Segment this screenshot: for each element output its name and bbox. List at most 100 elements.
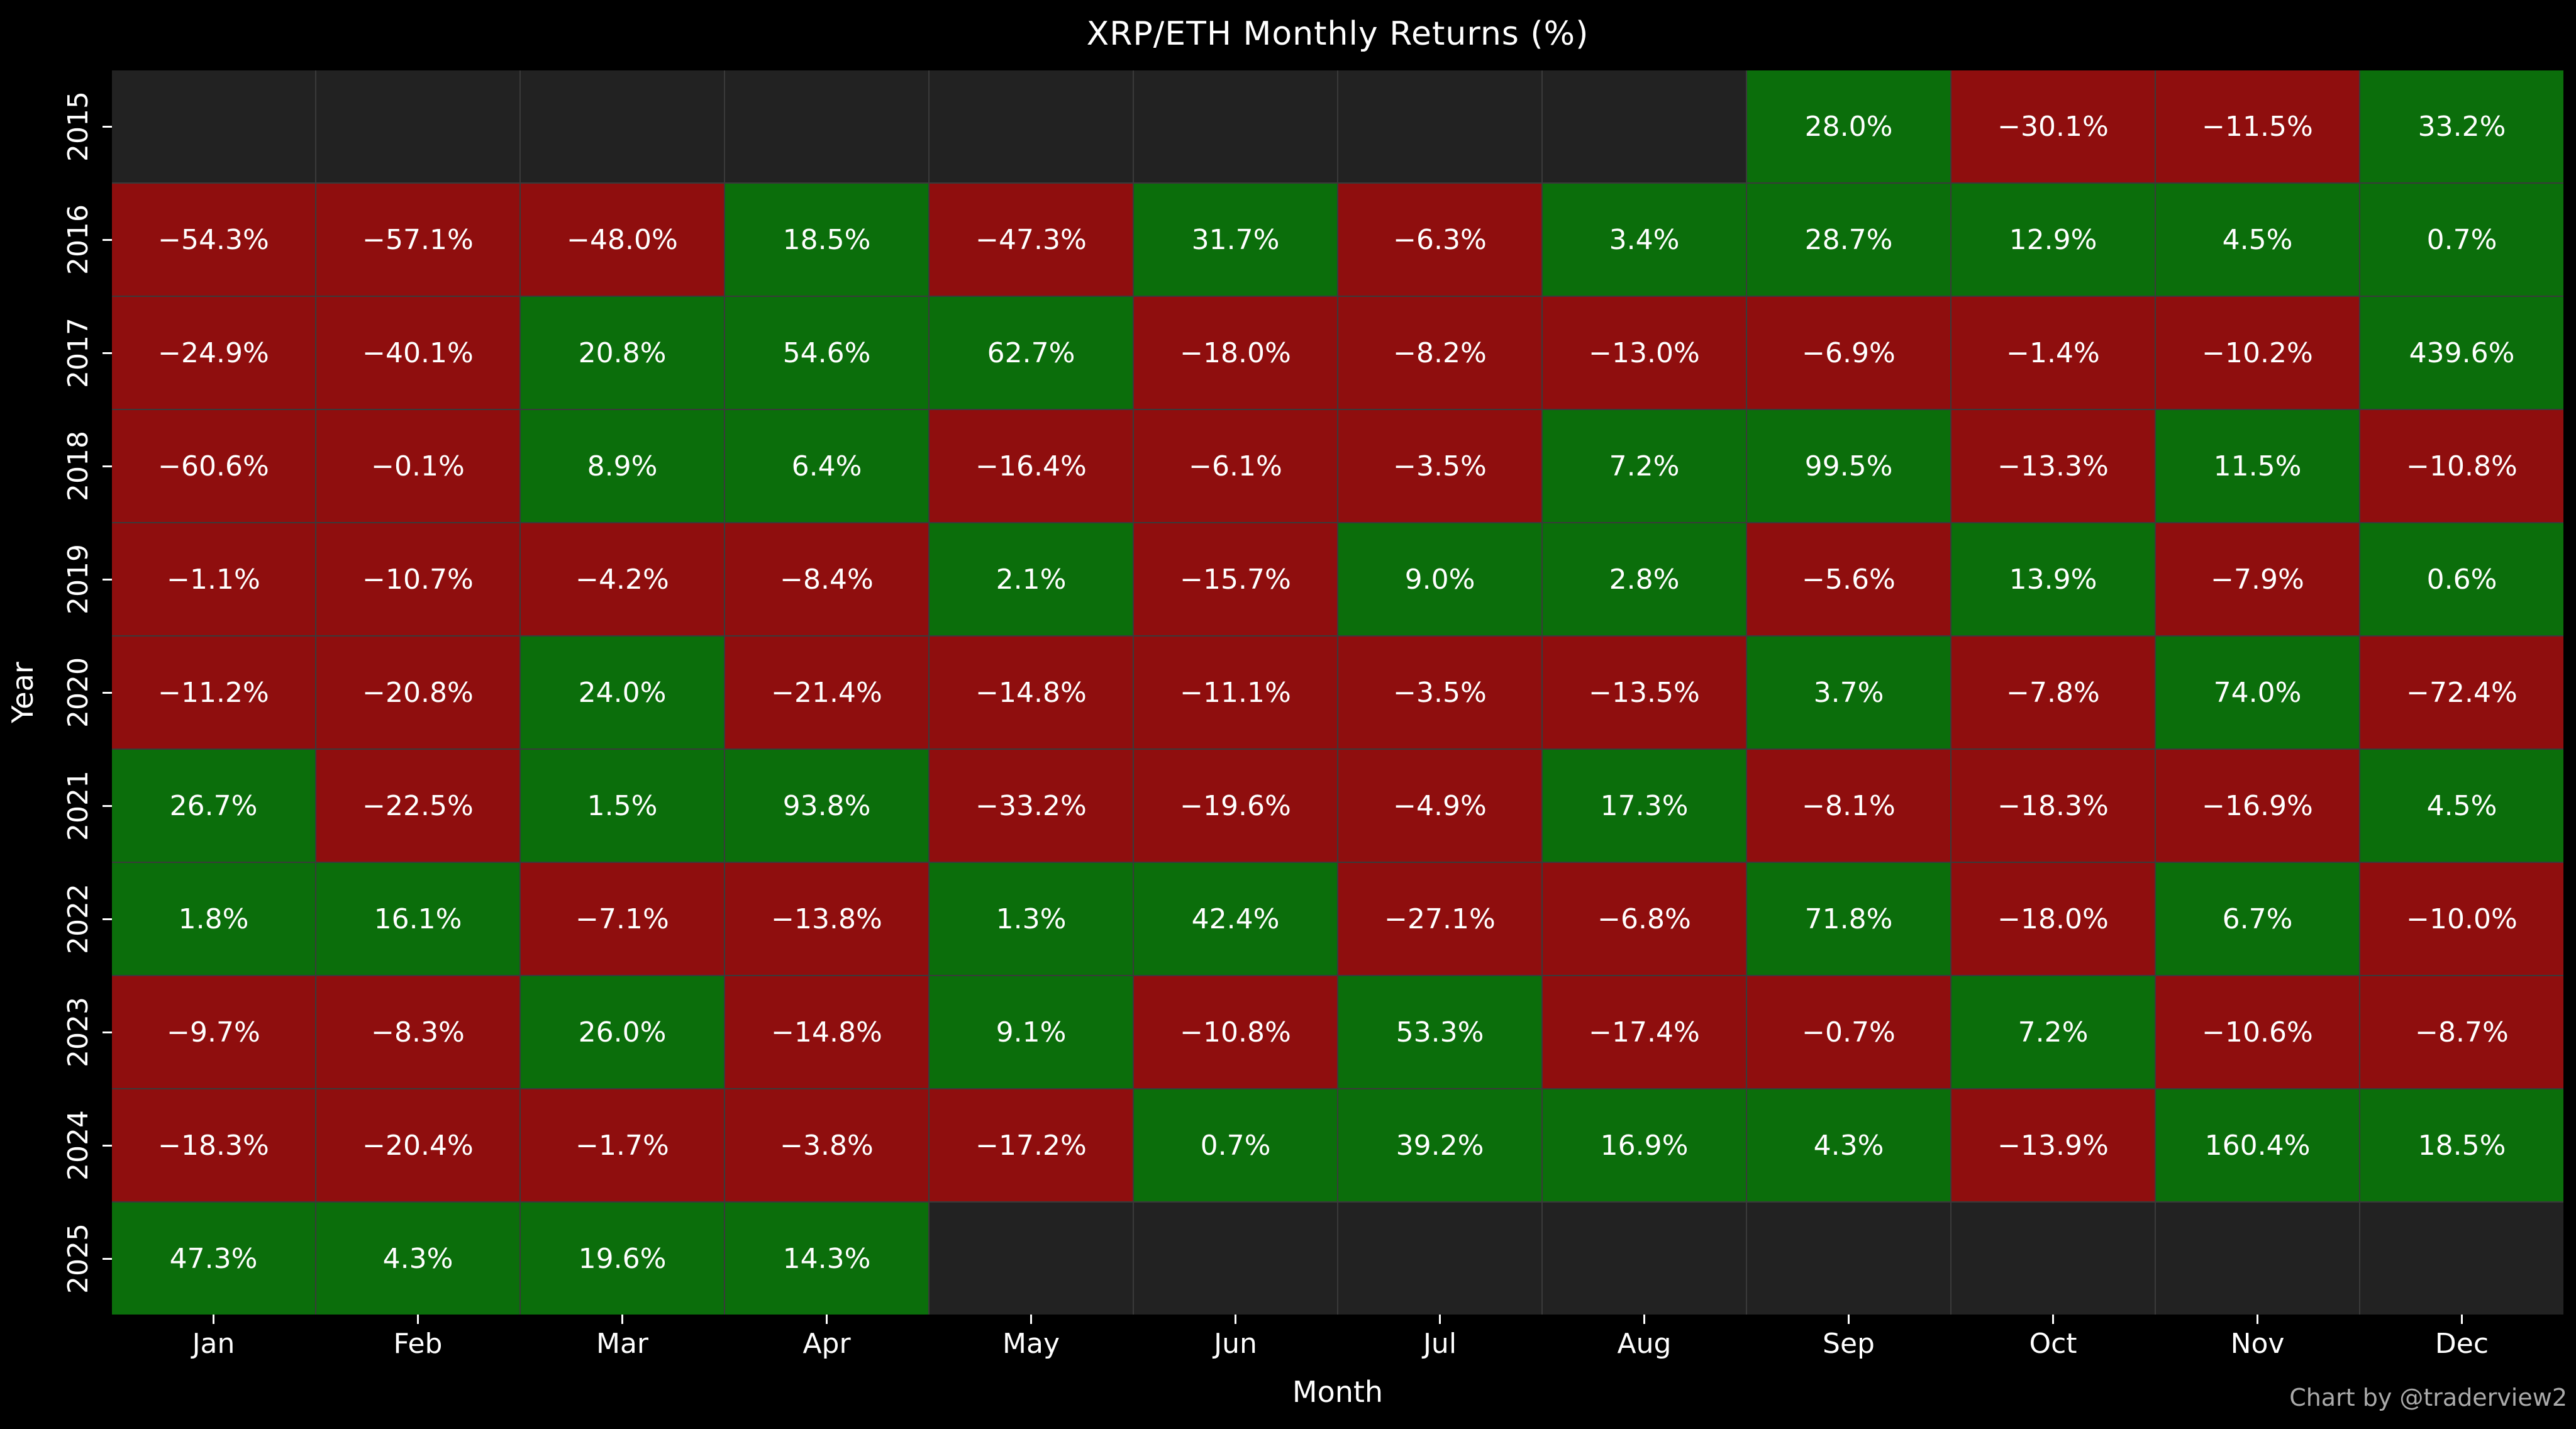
heatmap-cell: 1.8% xyxy=(112,863,315,975)
heatmap-cell: 3.4% xyxy=(1543,184,1746,296)
heatmap-cell xyxy=(725,70,928,182)
heatmap-cell xyxy=(2156,1203,2359,1315)
heatmap-cell: −48.0% xyxy=(521,184,724,296)
heatmap-cell: −72.4% xyxy=(2360,637,2563,748)
heatmap-cell xyxy=(1543,70,1746,182)
heatmap-cell: 0.7% xyxy=(2360,184,2563,296)
heatmap-cell: 24.0% xyxy=(521,637,724,748)
y-axis-tick xyxy=(103,804,112,807)
heatmap-cell: −18.0% xyxy=(1134,297,1337,409)
heatmap-cell: −10.0% xyxy=(2360,863,2563,975)
heatmap-cell: −13.8% xyxy=(725,863,928,975)
y-tick-label: 2021 xyxy=(62,770,94,841)
y-axis-tick xyxy=(103,1031,112,1033)
heatmap-cell: −10.7% xyxy=(316,523,519,635)
heatmap-cell: 39.2% xyxy=(1338,1089,1541,1201)
x-tick-label: Dec xyxy=(2434,1328,2489,1360)
heatmap-cell: −14.8% xyxy=(930,637,1133,748)
heatmap-cell: 6.7% xyxy=(2156,863,2359,975)
heatmap-cell: −33.2% xyxy=(930,750,1133,862)
x-axis-label: Month xyxy=(1292,1375,1384,1409)
heatmap-cell: −11.2% xyxy=(112,637,315,748)
heatmap-cell: 1.3% xyxy=(930,863,1133,975)
heatmap-cell xyxy=(1338,1203,1541,1315)
heatmap-cell: −8.3% xyxy=(316,976,519,1088)
x-tick-label: Jul xyxy=(1423,1328,1457,1360)
x-tick-label: May xyxy=(1002,1328,1060,1360)
heatmap-cell xyxy=(1951,1203,2155,1315)
heatmap-cell: 33.2% xyxy=(2360,70,2563,182)
heatmap-cell: 13.9% xyxy=(1951,523,2155,635)
y-tick-label: 2016 xyxy=(62,204,94,275)
heatmap-cell: −15.7% xyxy=(1134,523,1337,635)
heatmap-cell: −0.1% xyxy=(316,410,519,522)
heatmap-cell: 439.6% xyxy=(2360,297,2563,409)
heatmap-cell: −60.6% xyxy=(112,410,315,522)
heatmap-cell: 20.8% xyxy=(521,297,724,409)
heatmap-cell xyxy=(316,70,519,182)
y-axis-label: Year xyxy=(6,662,40,723)
y-tick-label: 2015 xyxy=(62,91,94,162)
heatmap-cell: −20.8% xyxy=(316,637,519,748)
heatmap-cell: −1.7% xyxy=(521,1089,724,1201)
heatmap-cell: 16.9% xyxy=(1543,1089,1746,1201)
heatmap-cell: 62.7% xyxy=(930,297,1133,409)
heatmap-cell: 53.3% xyxy=(1338,976,1541,1088)
heatmap-cell: 2.8% xyxy=(1543,523,1746,635)
heatmap-cell: −30.1% xyxy=(1951,70,2155,182)
heatmap-cell: −40.1% xyxy=(316,297,519,409)
x-axis-tick xyxy=(1235,1315,1236,1324)
heatmap-cell: 4.3% xyxy=(316,1203,519,1315)
heatmap-cell: −3.8% xyxy=(725,1089,928,1201)
heatmap-cell: −19.6% xyxy=(1134,750,1337,862)
heatmap-cell: −7.8% xyxy=(1951,637,2155,748)
y-axis-tick xyxy=(103,465,112,467)
heatmap-cell: 4.5% xyxy=(2360,750,2563,862)
chart-title: XRP/ETH Monthly Returns (%) xyxy=(1086,15,1589,53)
x-axis-tick xyxy=(1030,1315,1032,1324)
x-tick-label: Sep xyxy=(1823,1328,1875,1360)
x-tick-label: Jun xyxy=(1214,1328,1257,1360)
y-axis-tick xyxy=(103,1144,112,1147)
heatmap-cell: −8.4% xyxy=(725,523,928,635)
heatmap-cell: 9.1% xyxy=(930,976,1133,1088)
heatmap-cell xyxy=(930,70,1133,182)
heatmap-cell: −13.5% xyxy=(1543,637,1746,748)
y-axis-tick xyxy=(103,125,112,128)
heatmap-cell: −17.4% xyxy=(1543,976,1746,1088)
heatmap-cell: 6.4% xyxy=(725,410,928,522)
heatmap-cell: 17.3% xyxy=(1543,750,1746,862)
y-axis-tick xyxy=(103,238,112,241)
x-tick-label: Oct xyxy=(2029,1328,2077,1360)
heatmap-cell xyxy=(1338,70,1541,182)
heatmap-cell: 47.3% xyxy=(112,1203,315,1315)
heatmap-cell: −8.1% xyxy=(1747,750,1950,862)
heatmap-cell: 3.7% xyxy=(1747,637,1950,748)
heatmap-cell: −11.1% xyxy=(1134,637,1337,748)
heatmap-cell: −11.5% xyxy=(2156,70,2359,182)
heatmap-cell: 42.4% xyxy=(1134,863,1337,975)
x-tick-label: Jan xyxy=(192,1328,235,1360)
x-tick-label: Apr xyxy=(802,1328,851,1360)
y-axis-tick xyxy=(103,578,112,581)
heatmap-cell: −10.8% xyxy=(1134,976,1337,1088)
heatmap-cell: −7.9% xyxy=(2156,523,2359,635)
heatmap-cell: −8.2% xyxy=(1338,297,1541,409)
heatmap-grid: 28.0% −30.1% −11.5% 33.2% −54.3% −57.1% −48.0%… xyxy=(112,70,2563,1315)
y-axis-tick xyxy=(103,691,112,694)
heatmap-cell: 71.8% xyxy=(1747,863,1950,975)
heatmap-cell: −54.3% xyxy=(112,184,315,296)
heatmap-cell: 0.7% xyxy=(1134,1089,1337,1201)
heatmap-cell: 26.7% xyxy=(112,750,315,862)
y-axis-tick xyxy=(103,352,112,354)
heatmap-cell: −10.8% xyxy=(2360,410,2563,522)
heatmap-cell xyxy=(930,1203,1133,1315)
y-axis-tick xyxy=(103,918,112,920)
x-axis-tick xyxy=(1439,1315,1441,1324)
y-tick-label: 2018 xyxy=(62,431,94,501)
heatmap-cell: −4.9% xyxy=(1338,750,1541,862)
x-tick-label: Mar xyxy=(596,1328,648,1360)
heatmap-cell: 1.5% xyxy=(521,750,724,862)
heatmap-cell: −18.0% xyxy=(1951,863,2155,975)
heatmap-cell: −13.0% xyxy=(1543,297,1746,409)
